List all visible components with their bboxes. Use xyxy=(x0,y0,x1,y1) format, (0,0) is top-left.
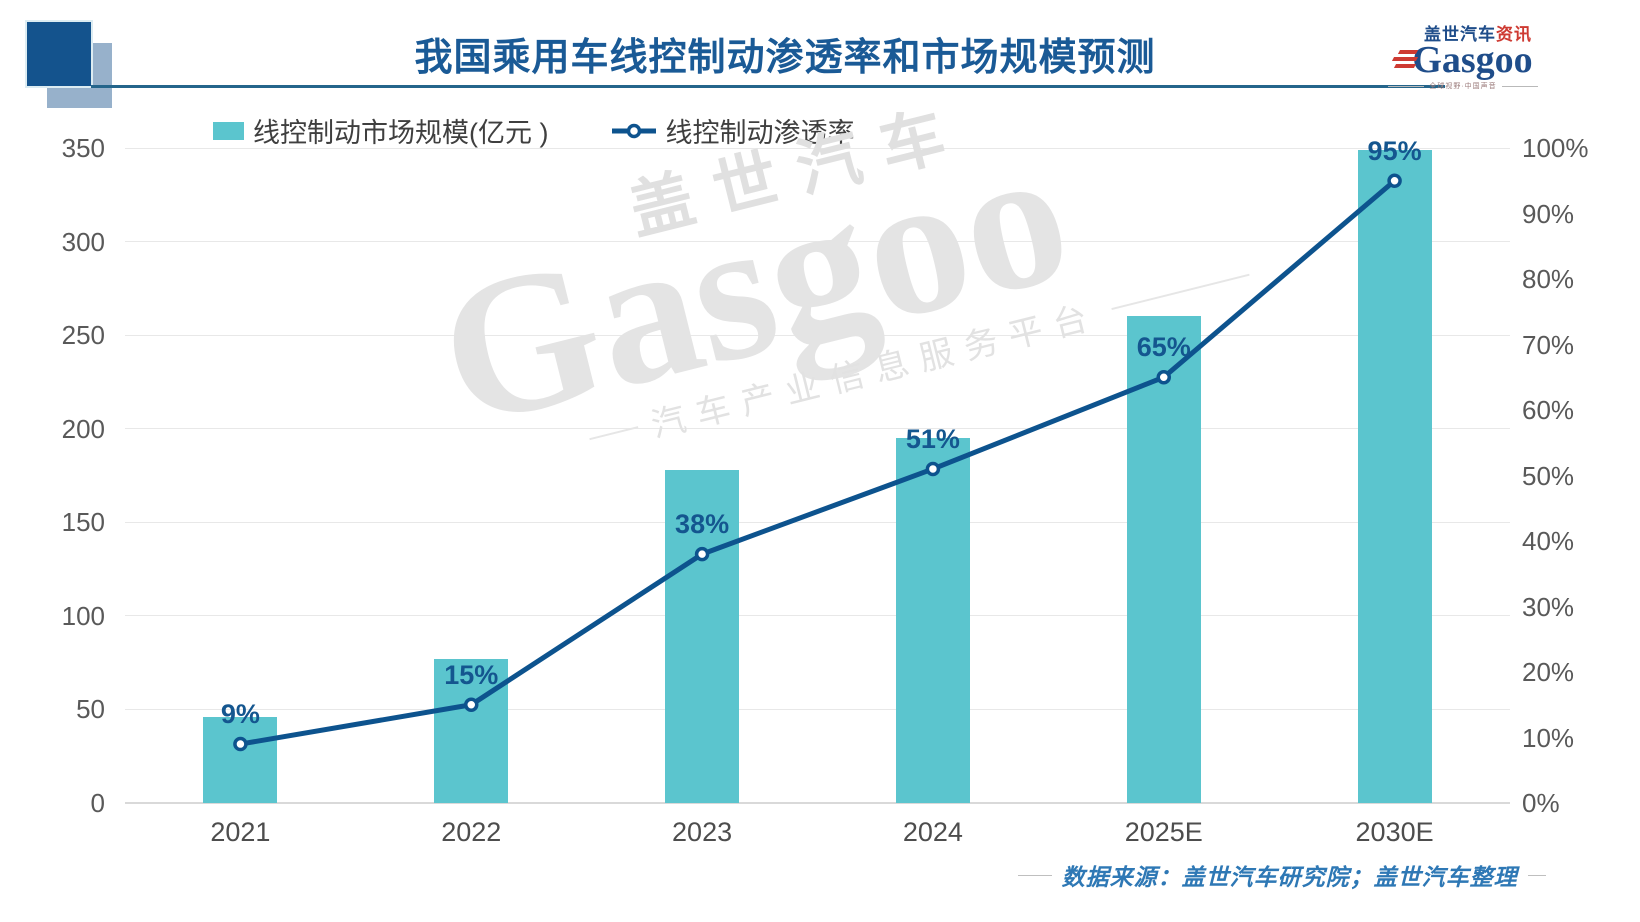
right-axis-tick-10%: 10% xyxy=(1522,722,1575,753)
gridline-100 xyxy=(125,615,1510,617)
header-rule xyxy=(91,85,1445,88)
bar-2021 xyxy=(203,716,278,803)
x-axis-label-2022: 2022 xyxy=(441,817,502,847)
gridline-0 xyxy=(125,802,1510,804)
line-point-marker-2030E xyxy=(1387,173,1402,188)
legend: 线控制动市场规模(亿元 ) 线控制动渗透率 xyxy=(213,111,854,150)
bar-2025E xyxy=(1126,316,1201,803)
logo-brand-en: Gasgoo xyxy=(1412,39,1533,81)
source-row: 数据来源：盖世汽车研究院；盖世汽车整理 xyxy=(1018,858,1546,892)
right-axis-tick-20%: 20% xyxy=(1522,657,1575,687)
logo-wordmark: Gasgoo xyxy=(1388,39,1538,81)
data-label-2024: 51% xyxy=(905,423,960,454)
gridline-50 xyxy=(125,708,1510,710)
gridline-200 xyxy=(125,428,1510,430)
gasgoo-logo: 盖世汽车资讯 Gasgoo 全球视野·中国声音 xyxy=(1388,20,1538,91)
bar-2023 xyxy=(665,469,740,803)
right-axis-tick-30%: 30% xyxy=(1522,591,1575,622)
penetration-line xyxy=(239,178,1397,747)
legend-market-size-label: 线控制动市场规模(亿元 ) xyxy=(253,118,549,148)
data-label-2021: 9% xyxy=(220,699,260,730)
logo-brand-cn: 盖世汽车资讯 xyxy=(1388,20,1538,45)
legend-bar-swatch-icon xyxy=(213,121,244,140)
right-axis-tick-50%: 50% xyxy=(1522,460,1575,491)
x-axis-label-2025E: 2025E xyxy=(1124,817,1203,847)
bar-2030E xyxy=(1357,149,1432,803)
right-axis-tick-90%: 90% xyxy=(1522,198,1575,229)
gridline-150 xyxy=(125,521,1510,523)
source-dash-left xyxy=(1018,874,1052,876)
gridline-250 xyxy=(125,334,1510,336)
x-axis-label-2024: 2024 xyxy=(902,817,963,847)
left-axis-tick-250: 250 xyxy=(61,320,105,351)
left-axis-tick-0: 0 xyxy=(90,788,105,818)
line-point-marker-2021 xyxy=(233,736,248,752)
legend-item-penetration: 线控制动渗透率 xyxy=(612,111,854,150)
legend-item-market-size: 线控制动市场规模(亿元 ) xyxy=(213,111,548,150)
data-label-2030E: 95% xyxy=(1367,135,1422,166)
gridline-300 xyxy=(125,241,1510,243)
decor-square-dark xyxy=(27,22,91,86)
logo-tagline-dash-right xyxy=(1501,85,1538,87)
logo-brand-cn-suffix: 资讯 xyxy=(1496,25,1532,44)
left-axis-tick-300: 300 xyxy=(61,226,105,257)
left-axis-tick-100: 100 xyxy=(61,600,105,631)
x-axis-label-2030E: 2030E xyxy=(1355,817,1434,847)
logo-tagline: 全球视野·中国声音 xyxy=(1388,81,1538,91)
left-axis-tick-150: 150 xyxy=(61,507,105,538)
x-axis-label-2021: 2021 xyxy=(210,817,271,847)
penetration-line-series xyxy=(233,173,1402,752)
bar-2024 xyxy=(895,438,970,803)
x-axis-label-2023: 2023 xyxy=(672,817,733,847)
data-label-2023: 38% xyxy=(675,509,730,540)
right-axis-tick-0%: 0% xyxy=(1522,788,1560,818)
line-point-marker-2024 xyxy=(925,461,941,477)
logo-tagline-text: 全球视野·中国声音 xyxy=(1429,83,1497,91)
data-label-2022: 15% xyxy=(444,659,499,690)
right-axis-tick-100%: 100% xyxy=(1522,133,1589,163)
legend-line-marker-icon xyxy=(612,123,657,138)
line-point-marker-2023 xyxy=(694,546,710,562)
line-point-marker-2022 xyxy=(464,697,479,712)
source-note: 数据来源：盖世汽车研究院；盖世汽车整理 xyxy=(1061,864,1518,890)
left-axis-tick-200: 200 xyxy=(61,413,105,444)
logo-tagline-dash-left xyxy=(1388,85,1425,87)
right-axis-tick-70%: 70% xyxy=(1522,329,1575,360)
page-title: 我国乘用车线控制动渗透率和市场规模预测 xyxy=(414,37,1156,79)
line-point-marker-2025E xyxy=(1156,370,1171,385)
right-axis-tick-40%: 40% xyxy=(1522,526,1575,556)
logo-brand-cn-main: 盖世汽车 xyxy=(1424,25,1496,44)
right-axis-tick-80%: 80% xyxy=(1522,264,1575,294)
data-label-2025E: 65% xyxy=(1136,332,1191,363)
right-axis-tick-60%: 60% xyxy=(1522,395,1575,425)
left-axis-tick-50: 50 xyxy=(76,694,105,725)
bar-2022 xyxy=(434,658,509,803)
legend-penetration-label: 线控制动渗透率 xyxy=(665,118,855,148)
left-axis-tick-350: 350 xyxy=(61,133,105,163)
gridline-350 xyxy=(125,147,1510,149)
source-dash-right xyxy=(1527,874,1546,876)
